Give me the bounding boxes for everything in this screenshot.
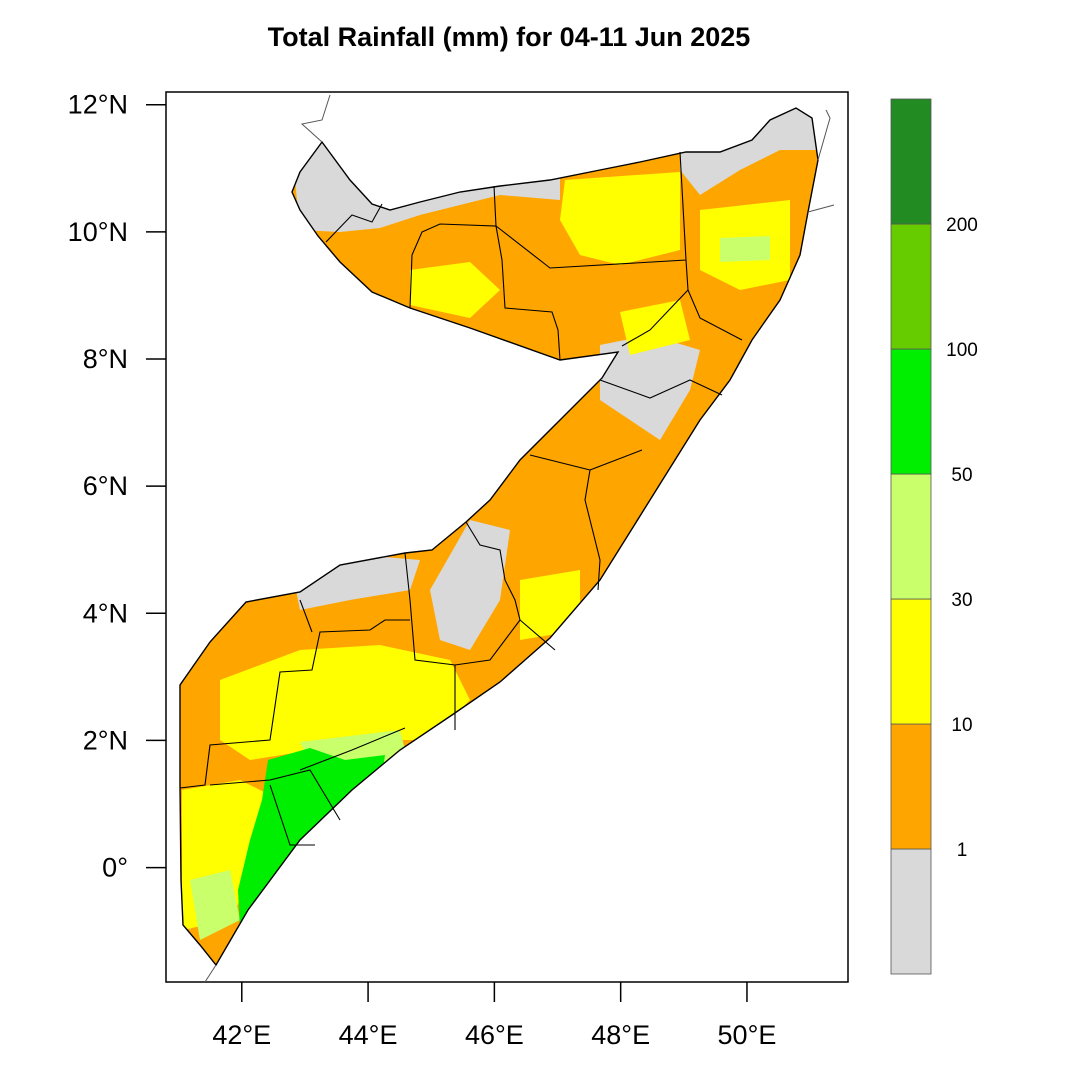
- lat-tick-label: 12°N: [68, 90, 128, 120]
- longitude-axis: 42°E 44°E 46°E 48°E 50°E: [212, 982, 776, 1050]
- rain-zone-dry-mid: [430, 520, 510, 650]
- lat-tick-label: 0°: [102, 853, 128, 883]
- legend-label: 1: [957, 840, 968, 861]
- legend-swatch: [890, 223, 932, 350]
- rain-zone-moderate-south: [220, 645, 470, 760]
- latitude-axis: 12°N 10°N 8°N 6°N 4°N 2°N 0°: [68, 90, 166, 883]
- lat-tick-label: 10°N: [68, 217, 128, 247]
- lon-tick-label: 50°E: [718, 1020, 777, 1050]
- legend-label: 30: [951, 590, 972, 611]
- lat-tick-label: 8°N: [83, 344, 128, 374]
- neighbour-borders: [204, 94, 835, 983]
- legend-swatch: [890, 98, 932, 225]
- legend-label: 10: [951, 715, 972, 736]
- rain-zone-heavy-3: [190, 870, 240, 940]
- lon-tick-label: 42°E: [212, 1020, 271, 1050]
- rain-zone-moderate-north-3: [410, 262, 500, 318]
- legend-swatch: [890, 723, 932, 850]
- map-title: Total Rainfall (mm) for 04-11 Jun 2025: [268, 22, 751, 52]
- somalia-outline: [179, 107, 819, 967]
- lat-tick-label: 4°N: [83, 598, 128, 628]
- rainfall-legend: 1 10 30 50 100 200: [890, 98, 978, 975]
- rain-zone-moderate-north-1: [560, 172, 680, 265]
- legend-swatch: [890, 473, 932, 600]
- lon-tick-label: 48°E: [591, 1020, 650, 1050]
- legend-swatch: [890, 848, 932, 975]
- legend-swatch: [890, 348, 932, 475]
- rain-zone-moderate-central: [620, 300, 690, 355]
- lon-tick-label: 44°E: [339, 1020, 398, 1050]
- legend-swatch: [890, 598, 932, 725]
- lat-tick-label: 6°N: [83, 471, 128, 501]
- legend-label: 100: [946, 340, 978, 361]
- lat-tick-label: 2°N: [83, 725, 128, 755]
- lon-tick-label: 46°E: [465, 1020, 524, 1050]
- legend-label: 200: [946, 215, 978, 236]
- legend-label: 50: [951, 465, 972, 486]
- region-boundaries: [179, 151, 743, 846]
- rain-zone-dry-central: [600, 335, 700, 440]
- rain-zone-heavy-1: [720, 236, 770, 262]
